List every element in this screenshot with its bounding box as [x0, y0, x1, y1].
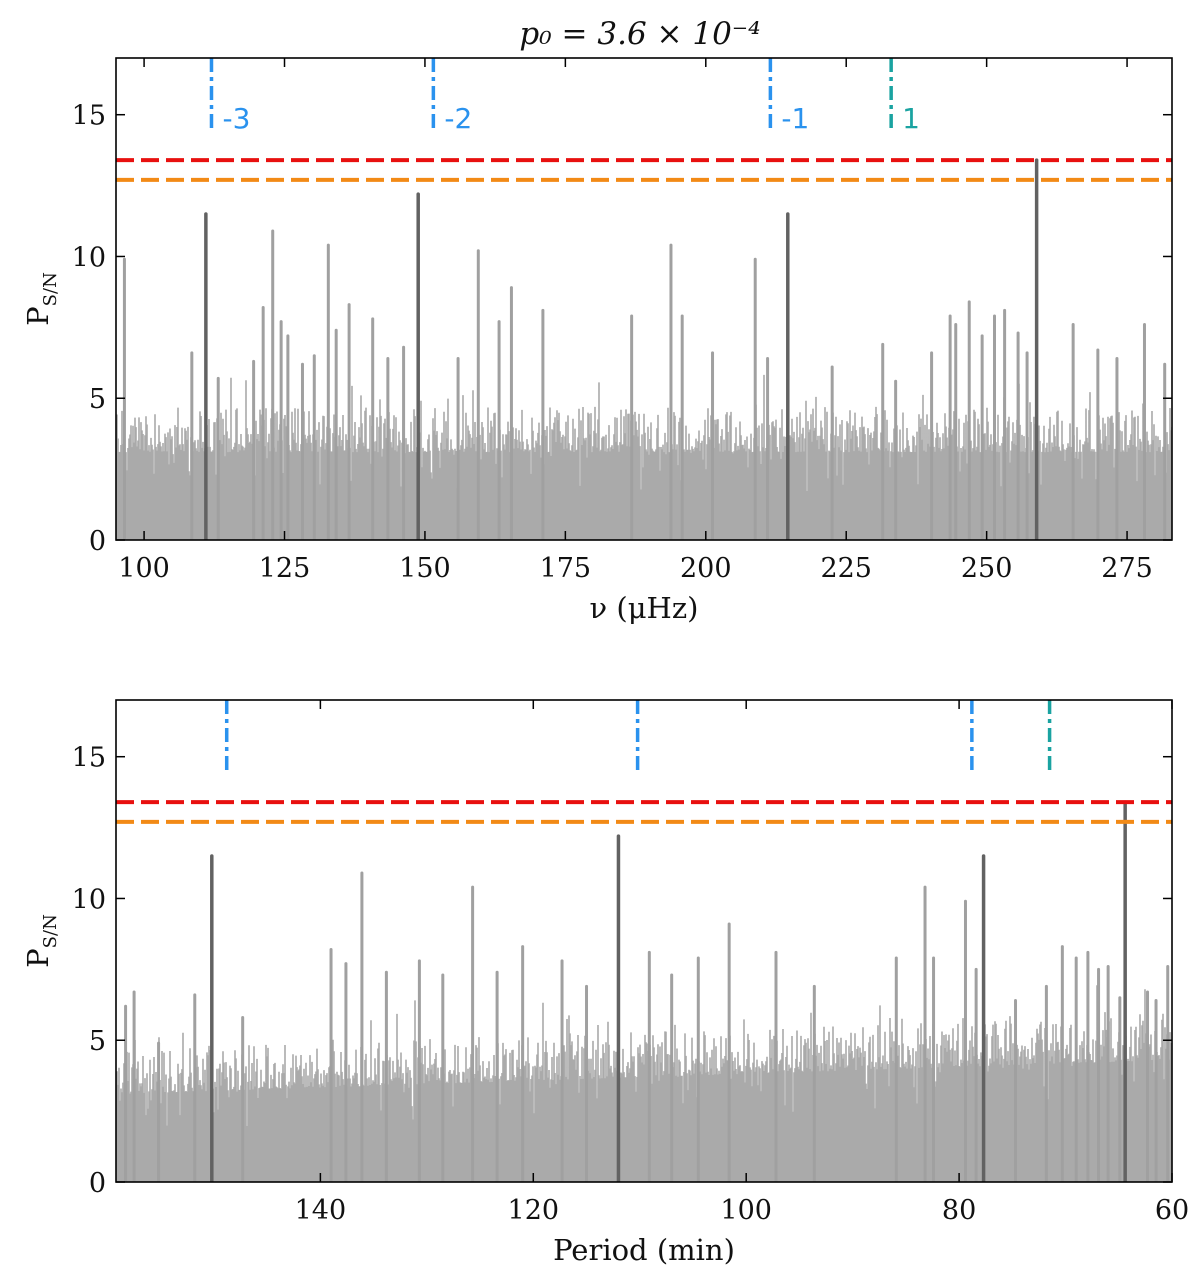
x-axis-title: Period (min) [553, 1233, 735, 1267]
period-panel: 140 120 100 80 60 0 5 10 15 Period (min) PS/N [21, 699, 1189, 1267]
y-axis-title: PS/N [21, 914, 61, 968]
figure-title: p₀ = 3.6 × 10⁻⁴ [519, 16, 760, 52]
y-tick-label: 0 [89, 526, 106, 557]
plot-frame [115, 57, 1173, 541]
x-tick-label: 175 [540, 553, 592, 584]
mode-marker-label: -1 [781, 102, 809, 135]
x-tick-label: 100 [118, 553, 170, 584]
y-axis-title: PS/N [21, 272, 61, 326]
y-tick-label: 10 [72, 884, 106, 915]
x-tick-label: 125 [259, 553, 311, 584]
noise-floor [116, 374, 1172, 540]
x-tick-label: 250 [961, 553, 1013, 584]
x-tick-label: 200 [680, 553, 732, 584]
x-tick-label: 225 [820, 553, 872, 584]
plot-area [116, 700, 1172, 1182]
x-tick-label: 275 [1101, 553, 1153, 584]
noise-floor [116, 985, 1172, 1182]
x-tick-label: 140 [295, 1195, 347, 1226]
y-tick-label: 10 [72, 242, 106, 273]
mode-marker-label: 1 [902, 102, 920, 135]
y-tick-label: 15 [72, 743, 106, 774]
x-tick-label: 120 [508, 1195, 560, 1226]
x-tick-label: 150 [399, 553, 451, 584]
frequency-panel: -3 -2 -1 1 100 125 150 175 200 225 250 275 0 5 10 15 ν (… [21, 57, 1173, 625]
mode-marker-label: -2 [444, 102, 472, 135]
y-tick-label: 15 [72, 101, 106, 132]
x-tick-label: 100 [720, 1195, 772, 1226]
y-tick-label: 5 [89, 1026, 106, 1057]
x-tick-label: 60 [1155, 1195, 1189, 1226]
plot-frame [115, 699, 1173, 1183]
mode-marker-label: -3 [222, 102, 250, 135]
plot-area [116, 58, 1172, 540]
x-tick-label: 80 [942, 1195, 976, 1226]
x-axis-title: ν (μHz) [590, 591, 699, 625]
y-tick-label: 5 [89, 384, 106, 415]
y-tick-label: 0 [89, 1168, 106, 1199]
